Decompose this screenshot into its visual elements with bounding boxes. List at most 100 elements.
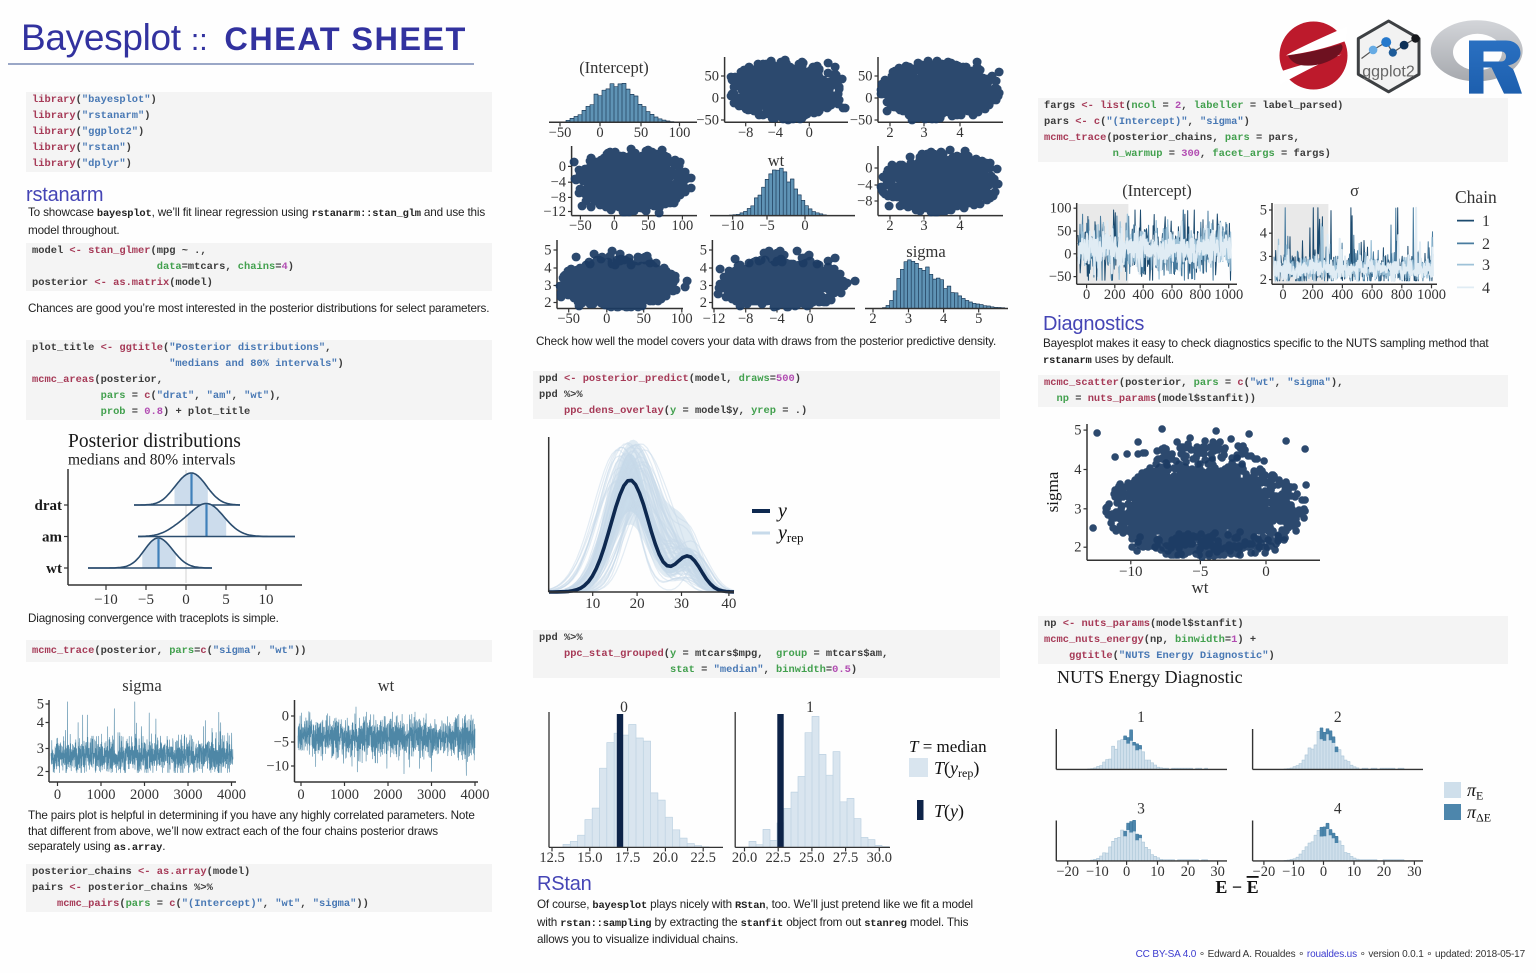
svg-text:T = median: T = median [909, 737, 987, 756]
svg-text:50: 50 [641, 218, 656, 234]
svg-text:0: 0 [865, 91, 872, 107]
svg-text:30: 30 [1407, 864, 1422, 880]
svg-text:3: 3 [920, 218, 927, 234]
svg-text:0: 0 [559, 159, 566, 175]
svg-text:4: 4 [37, 715, 45, 731]
svg-text:50: 50 [636, 311, 651, 327]
svg-text:medians and 80% intervals: medians and 80% intervals [68, 452, 235, 469]
svg-text:T(y): T(y) [934, 801, 964, 822]
svg-text:2000: 2000 [374, 787, 403, 803]
svg-text:−5: −5 [759, 218, 774, 234]
svg-text:0: 0 [865, 161, 872, 177]
svg-text:2: 2 [1074, 540, 1081, 556]
svg-text:4000: 4000 [461, 787, 490, 803]
svg-text:−12: −12 [543, 204, 566, 220]
svg-text:10: 10 [1150, 864, 1165, 880]
svg-text:−10: −10 [1086, 864, 1109, 880]
svg-text:2000: 2000 [130, 787, 159, 803]
svg-text:22.5: 22.5 [691, 850, 716, 866]
svg-text:1: 1 [1482, 213, 1490, 230]
svg-text:50: 50 [634, 125, 649, 141]
svg-text:Chain: Chain [1455, 187, 1497, 207]
svg-text:0: 0 [596, 125, 603, 141]
svg-text:5: 5 [1260, 203, 1267, 219]
svg-text:1000: 1000 [330, 787, 359, 803]
svg-text:2: 2 [869, 311, 876, 327]
svg-text:sigma: sigma [906, 242, 946, 261]
svg-text:1: 1 [1137, 709, 1145, 726]
svg-text:200: 200 [1302, 287, 1324, 303]
svg-text:20.0: 20.0 [732, 850, 757, 866]
svg-text:3000: 3000 [417, 787, 446, 803]
svg-text:4: 4 [1482, 280, 1490, 297]
svg-text:0: 0 [1279, 287, 1286, 303]
svg-text:−20: −20 [1056, 864, 1079, 880]
svg-text:2: 2 [37, 764, 44, 780]
svg-text:200: 200 [1104, 287, 1126, 303]
svg-text:−50: −50 [569, 218, 592, 234]
svg-text:3: 3 [37, 741, 44, 757]
svg-text:yrep: yrep [776, 522, 804, 545]
svg-text:1000: 1000 [1214, 287, 1243, 303]
svg-text:1: 1 [806, 699, 814, 716]
svg-text:(Intercept): (Intercept) [579, 58, 649, 77]
svg-text:−4: −4 [857, 178, 873, 194]
svg-text:2: 2 [544, 295, 551, 311]
svg-text:3: 3 [700, 278, 707, 294]
svg-text:1000: 1000 [87, 787, 116, 803]
svg-text:4: 4 [940, 311, 948, 327]
svg-text:4: 4 [956, 125, 964, 141]
svg-text:−50: −50 [557, 311, 580, 327]
svg-text:10: 10 [259, 592, 274, 608]
svg-text:0: 0 [712, 91, 719, 107]
svg-text:4000: 4000 [217, 787, 246, 803]
svg-text:−4: −4 [768, 125, 784, 141]
svg-text:12.5: 12.5 [539, 850, 564, 866]
svg-text:0: 0 [54, 787, 61, 803]
svg-text:0: 0 [801, 218, 808, 234]
svg-text:0: 0 [1262, 564, 1270, 580]
svg-text:4: 4 [1334, 801, 1342, 818]
svg-text:2: 2 [886, 125, 893, 141]
svg-text:4: 4 [1074, 462, 1082, 478]
svg-text:4: 4 [700, 261, 708, 277]
svg-text:27.5: 27.5 [833, 850, 858, 866]
svg-text:3: 3 [920, 125, 927, 141]
svg-text:2: 2 [886, 218, 893, 234]
svg-text:3: 3 [1260, 249, 1267, 265]
svg-text:−8: −8 [738, 125, 753, 141]
svg-text:40: 40 [721, 596, 736, 612]
svg-text:100: 100 [1050, 201, 1072, 217]
svg-text:0: 0 [806, 311, 813, 327]
svg-text:50: 50 [1057, 224, 1072, 240]
svg-text:−50: −50 [1049, 269, 1072, 285]
svg-text:0: 0 [1064, 246, 1071, 262]
svg-text:3: 3 [1482, 257, 1490, 274]
svg-text:10: 10 [585, 596, 600, 612]
svg-text:−4: −4 [769, 311, 785, 327]
svg-text:5: 5 [1074, 423, 1081, 439]
svg-text:2: 2 [1334, 709, 1342, 726]
svg-text:10: 10 [1347, 864, 1362, 880]
svg-text:−8: −8 [551, 190, 566, 206]
svg-text:0: 0 [1083, 287, 1090, 303]
svg-text:5: 5 [544, 243, 551, 259]
svg-text:5: 5 [222, 592, 230, 608]
svg-text:3: 3 [1137, 801, 1145, 818]
svg-text:−5: −5 [1192, 564, 1208, 580]
svg-text:−10: −10 [1119, 564, 1142, 580]
svg-text:0: 0 [1123, 864, 1130, 880]
svg-text:50: 50 [705, 69, 720, 85]
svg-text:30: 30 [674, 596, 689, 612]
svg-text:−50: −50 [549, 125, 572, 141]
svg-text:T(yrep): T(yrep) [934, 758, 979, 780]
svg-text:−20: −20 [1253, 864, 1276, 880]
svg-text:4: 4 [544, 261, 552, 277]
svg-text:4: 4 [1260, 226, 1268, 242]
svg-text:400: 400 [1332, 287, 1354, 303]
svg-text:0: 0 [603, 311, 610, 327]
svg-text:wt: wt [378, 676, 395, 695]
svg-text:−10: −10 [721, 218, 744, 234]
svg-text:600: 600 [1161, 287, 1183, 303]
svg-text:20: 20 [1181, 864, 1196, 880]
